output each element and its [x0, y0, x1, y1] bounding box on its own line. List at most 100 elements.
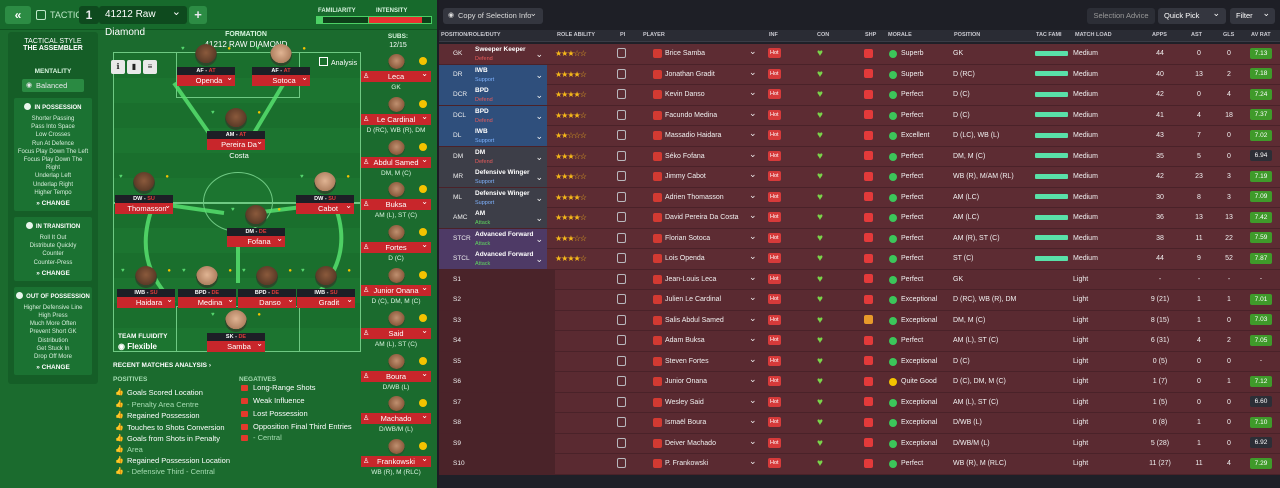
tactics-tab[interactable]: TACTICS [34, 6, 88, 24]
col-pi[interactable]: PI [620, 32, 626, 38]
player-name[interactable]: Adrien Thomasson [649, 185, 759, 208]
player-instructions[interactable] [617, 208, 647, 228]
pi-icon[interactable] [617, 396, 626, 407]
role-duty[interactable]: BPD Defend ⌄ [473, 85, 547, 105]
player-name[interactable]: Jimmy Cabot [649, 164, 759, 187]
chevron-down-icon[interactable]: ⌄ [535, 69, 543, 80]
chevron-down-icon[interactable]: ⌄ [535, 131, 543, 141]
pi-icon[interactable] [617, 212, 626, 223]
quick-pick-button[interactable]: Quick Pick [1158, 5, 1226, 24]
col-shp[interactable]: SHP [865, 32, 877, 38]
role-duty[interactable]: DM Defend ⌄ [473, 146, 547, 167]
player-instructions[interactable] [617, 65, 647, 85]
pi-icon[interactable] [617, 417, 626, 428]
sub-name[interactable]: Fortes [361, 239, 431, 254]
player-name[interactable]: Salis Abdul Samed [649, 308, 759, 331]
table-row[interactable]: S8 Ismaël Boura Hot ♥ Exceptional D/WB (L) Lig… [439, 410, 1280, 434]
player-name[interactable]: Lois Openda [649, 246, 759, 269]
player-instructions[interactable] [617, 85, 647, 105]
player-instructions[interactable] [617, 290, 647, 310]
pi-icon[interactable] [617, 130, 626, 141]
pi-icon[interactable] [617, 253, 626, 264]
player-instructions[interactable] [617, 331, 647, 351]
player-instructions[interactable] [617, 413, 647, 433]
sub-slot[interactable]: Leca GK [361, 54, 431, 91]
table-row[interactable]: S10 P. Frankowski Hot ♥ Perfect WB (R), M (RL… [439, 451, 1280, 475]
pi-icon[interactable] [617, 109, 626, 120]
chevron-down-icon[interactable]: ⌄ [535, 110, 543, 121]
pi-icon[interactable] [617, 48, 626, 59]
player-name[interactable]: Kevin Danso [649, 82, 759, 105]
sub-name[interactable]: Buksa [361, 196, 431, 211]
chevron-down-icon[interactable]: ⌄ [535, 254, 543, 264]
pi-icon[interactable] [617, 171, 626, 182]
col-player[interactable]: PLAYER [643, 32, 665, 38]
pi-icon[interactable] [617, 89, 626, 100]
chevron-down-icon[interactable]: ⌄ [535, 192, 543, 203]
player-name[interactable]: Ismaël Boura [649, 410, 759, 433]
player-name[interactable]: Openda [177, 72, 235, 86]
player-instructions[interactable] [617, 147, 647, 167]
pi-icon[interactable] [617, 150, 626, 161]
col-inf[interactable]: INF [769, 32, 778, 38]
pi-icon[interactable] [617, 335, 626, 346]
analysis-title[interactable]: RECENT MATCHES ANALYSIS [113, 362, 433, 369]
sub-name[interactable]: Abdul Samed [361, 154, 431, 168]
pi-icon[interactable] [617, 232, 626, 243]
table-row[interactable]: ML Defensive Winger Support ⌄ ★★★★☆ Adrien Th… [439, 185, 1280, 208]
in-possession-change-button[interactable]: CHANGE [16, 200, 90, 207]
sub-slot[interactable]: Le CardinalD (RC), WB (R), DM [361, 96, 431, 134]
player-instructions[interactable] [617, 352, 647, 372]
list-icon[interactable]: ≡ [143, 60, 157, 74]
table-row[interactable]: STCR Advanced Forward Attack ⌄ ★★★☆☆ Florian … [439, 226, 1280, 249]
player-instructions[interactable] [617, 372, 647, 392]
player-name[interactable]: Adam Buksa [649, 328, 759, 351]
sub-name[interactable]: Frankowski [361, 453, 431, 468]
col-apps[interactable]: APPS [1152, 32, 1167, 38]
table-row[interactable]: S6 Junior Onana Hot ♥ Quite Good D (C), DM, M… [439, 369, 1280, 393]
col-ast[interactable]: AST [1191, 32, 1202, 38]
player-name[interactable]: Junior Onana [649, 369, 759, 392]
in-transition-change-button[interactable]: CHANGE [16, 270, 90, 277]
player-name[interactable]: P. Frankowski [649, 451, 759, 474]
player-name[interactable]: Julien Le Cardinal [649, 287, 759, 310]
role-duty[interactable]: Defensive Winger Support ⌄ [473, 167, 547, 187]
pi-icon[interactable] [617, 314, 626, 325]
chevron-down-icon[interactable]: ⌄ [535, 49, 543, 59]
player-name[interactable]: Gradit [297, 294, 355, 308]
player-name[interactable]: Haidara [117, 294, 175, 308]
info-icon[interactable]: ℹ [111, 60, 125, 74]
col-av-rat[interactable]: AV RAT [1251, 32, 1271, 38]
col-con[interactable]: CON [817, 32, 830, 38]
pi-icon[interactable] [617, 355, 626, 366]
sub-name[interactable]: Le Cardinal [361, 111, 431, 125]
pitch-player[interactable]: ♥ ● IWB - SU Haidara [117, 266, 175, 308]
player-instructions[interactable] [617, 167, 647, 187]
pitch-player[interactable]: ♥ ● DW - SU Cabot [296, 172, 354, 214]
sub-slot[interactable]: Junior Onana D (C), DM, M (C) [361, 268, 431, 305]
player-instructions[interactable] [617, 44, 647, 64]
player-name[interactable]: Cabot [296, 200, 354, 214]
pitch-player[interactable]: ♥ ● AF - AT Sotoca [252, 44, 310, 86]
table-row[interactable]: S5 Steven Fortes Hot ♥ Exceptional D (C) Light… [439, 349, 1280, 372]
role-duty[interactable]: Sweeper Keeper Defend ⌄ [473, 44, 547, 64]
player-name[interactable]: Pereira Da Costa [207, 136, 265, 160]
sub-slot[interactable]: Abdul SamedDM, M (C) [361, 139, 431, 177]
player-name[interactable]: Séko Fofana [649, 144, 759, 167]
table-row[interactable]: S7 Wesley Said Hot ♥ Exceptional AM (L), ST (… [439, 390, 1280, 413]
chevron-down-icon[interactable]: ⌄ [535, 172, 543, 182]
player-name[interactable]: Facundo Medina [649, 103, 759, 126]
sub-slot[interactable]: FortesD (C) [361, 225, 431, 262]
pi-icon[interactable] [617, 273, 626, 284]
player-instructions[interactable] [617, 434, 647, 454]
stats-icon[interactable]: ▮ [127, 60, 141, 74]
pitch-player[interactable]: ♥ ● BPD - DE Danso [238, 266, 296, 308]
col-position[interactable]: POSITION [954, 32, 981, 38]
table-row[interactable]: STCL Advanced Forward Attack ⌄ ★★★★☆ Lois Ope… [439, 246, 1280, 270]
